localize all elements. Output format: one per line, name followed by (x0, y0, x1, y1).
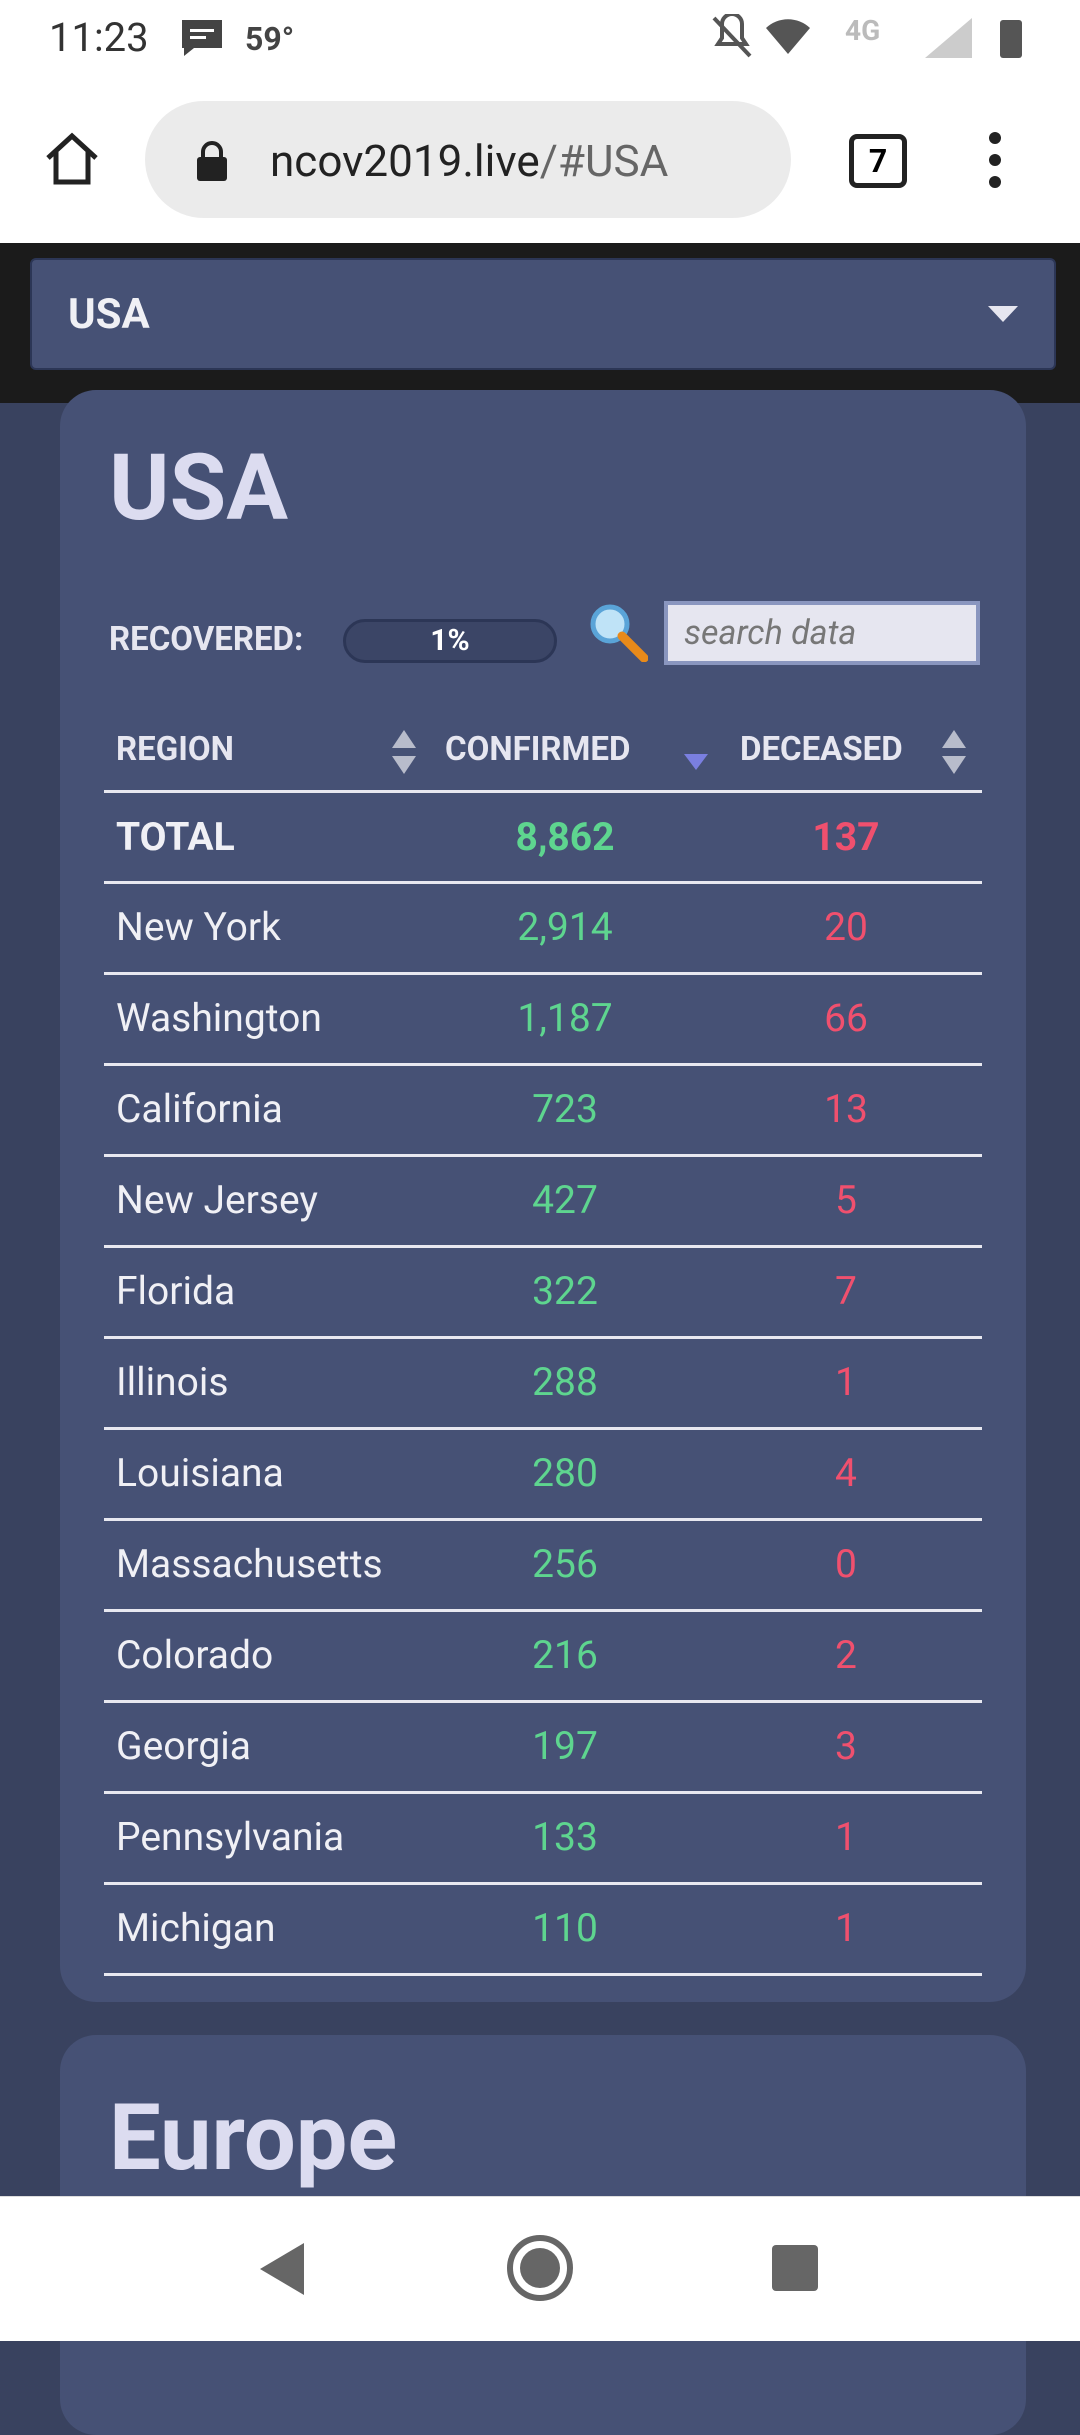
row-divider (104, 1609, 982, 1612)
selected-region: USA (68, 290, 150, 339)
row-divider (104, 1791, 982, 1794)
row-divider (104, 1154, 982, 1157)
svg-text:4G: 4G (845, 14, 880, 47)
status-icons: 4G (712, 14, 1022, 58)
lock-icon (197, 141, 227, 181)
column-header[interactable]: DECEASED (740, 730, 903, 769)
sort-icon (682, 728, 710, 776)
total-label: TOTAL (116, 814, 235, 860)
row-divider (104, 1336, 982, 1339)
home-nav-button[interactable] (505, 2233, 575, 2303)
temperature: 59° (245, 20, 295, 58)
time: 11:23 (49, 14, 149, 61)
column-header[interactable]: CONFIRMED (445, 730, 631, 769)
row-divider (104, 1518, 982, 1521)
deceased-count: 2 (835, 1632, 857, 1678)
recovered-progress: 1% (343, 619, 557, 663)
region-name: Michigan (116, 1905, 276, 1951)
search-input[interactable]: search data (664, 601, 980, 665)
nav-bar (0, 2196, 1080, 2341)
confirmed-count: 133 (532, 1814, 598, 1860)
card-title: USA (109, 435, 289, 542)
row-divider (104, 1063, 982, 1066)
row-divider (104, 1427, 982, 1430)
deceased-count: 1 (835, 1359, 857, 1405)
region-name: California (116, 1086, 283, 1132)
region-name: New York (116, 904, 281, 950)
recents-button[interactable] (770, 2243, 820, 2293)
deceased-count: 4 (835, 1450, 857, 1496)
confirmed-count: 216 (532, 1632, 598, 1678)
url-path: /#USA (539, 135, 669, 187)
confirmed-count: 110 (532, 1905, 598, 1951)
region-name: Florida (116, 1268, 236, 1314)
column-header[interactable]: REGION (116, 730, 234, 769)
sort-icon (940, 728, 968, 776)
url-bar[interactable]: ncov2019.live/#USA (145, 101, 791, 218)
region-name: Colorado (116, 1632, 274, 1678)
region-name: Georgia (116, 1723, 251, 1769)
region-select[interactable]: USA (30, 258, 1056, 370)
deceased-count: 3 (835, 1723, 857, 1769)
deceased-count: 5 (835, 1177, 857, 1223)
row-divider (104, 1700, 982, 1703)
region-name: Pennsylvania (116, 1814, 345, 1860)
region-name: New Jersey (116, 1177, 318, 1223)
region-name: Louisiana (116, 1450, 284, 1496)
menu-button[interactable] (985, 130, 1005, 190)
region-name: Massachusetts (116, 1541, 383, 1587)
home-button[interactable] (44, 130, 100, 186)
data-table: REGION CONFIRMED DECEASED TOTAL 8,862 137 New … (60, 390, 1026, 2002)
confirmed-count: 322 (532, 1268, 598, 1314)
row-divider (104, 790, 982, 793)
confirmed-count: 288 (532, 1359, 598, 1405)
deceased-count: 13 (824, 1086, 868, 1132)
total-value: 137 (812, 814, 880, 860)
confirmed-count: 723 (532, 1086, 598, 1132)
message-icon (182, 20, 222, 56)
status-bar: 11:23 59° 4G (0, 0, 1080, 78)
deceased-count: 1 (835, 1814, 857, 1860)
region-name: Illinois (116, 1359, 229, 1405)
confirmed-count: 197 (532, 1723, 598, 1769)
sort-icon (390, 728, 418, 776)
region-card: USA RECOVERED: 1% search data REGION CONF… (60, 390, 1026, 2002)
confirmed-count: 1,187 (517, 995, 613, 1041)
recovered-percent: 1% (430, 623, 470, 658)
row-divider (104, 881, 982, 884)
recovered-label: RECOVERED: (109, 620, 304, 659)
deceased-count: 7 (835, 1268, 857, 1314)
region-name: Washington (116, 995, 322, 1041)
row-divider (104, 972, 982, 975)
deceased-count: 66 (824, 995, 868, 1041)
card-title: Europe (109, 2085, 398, 2192)
tab-count[interactable]: 7 (849, 134, 907, 188)
confirmed-count: 427 (532, 1177, 598, 1223)
deceased-count: 0 (835, 1541, 857, 1587)
confirmed-count: 2,914 (517, 904, 613, 950)
row-divider (104, 1245, 982, 1248)
deceased-count: 1 (835, 1905, 857, 1951)
total-value: 8,862 (515, 814, 615, 860)
search-icon (590, 604, 648, 662)
row-divider (104, 1973, 982, 1976)
browser-bar: ncov2019.live/#USA 7 (0, 78, 1080, 243)
url-host: ncov2019.live (270, 135, 540, 187)
dropdown-arrow (988, 306, 1018, 322)
confirmed-count: 256 (532, 1541, 598, 1587)
search-placeholder: search data (684, 613, 857, 653)
row-divider (104, 1882, 982, 1885)
confirmed-count: 280 (532, 1450, 598, 1496)
deceased-count: 20 (824, 904, 868, 950)
back-button[interactable] (258, 2241, 308, 2297)
